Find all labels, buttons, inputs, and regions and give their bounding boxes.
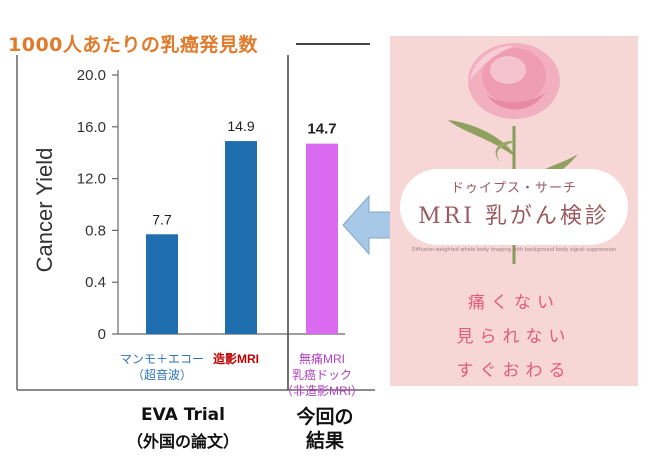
x-tick-label: （非造影MRI） <box>281 384 363 398</box>
poster-subtitle: ドゥイプス・サーチ <box>450 181 577 196</box>
poster-image: ドゥイプス・サーチ MRI 乳がん検診 Diffusion-weighted w… <box>390 36 638 386</box>
group-label-eva: EVA Trial （外国の論文） <box>118 405 248 452</box>
poster-tagline-3: すぐおわる <box>456 361 572 381</box>
chart-title: 1000人あたりの乳癌発見数 <box>8 34 258 56</box>
eva-line1: EVA Trial <box>141 405 225 425</box>
poster-tagline-1: 痛くない <box>468 293 560 313</box>
y-tick-label: 16.0 <box>77 119 106 136</box>
bar <box>306 143 338 334</box>
poster-tagline-2: 見られない <box>456 327 572 347</box>
x-tick-label: 造影MRI <box>213 351 259 366</box>
bar-value-label: 14.9 <box>227 118 254 134</box>
x-tick-label: 無痛MRI <box>299 351 345 366</box>
bar-value-label: 7.7 <box>152 211 172 227</box>
bar <box>146 234 178 334</box>
y-tick-label: 20.0 <box>77 67 106 84</box>
poster-main-title: MRI 乳がん検診 <box>418 204 610 229</box>
bar-value-label: 14.7 <box>307 121 336 138</box>
x-tick-label: 乳癌ドック <box>292 367 352 382</box>
y-tick-label: 0.4 <box>85 274 106 291</box>
poster-title-badge: ドゥイプス・サーチ MRI 乳がん検診 <box>400 169 628 245</box>
poster-caption: Diffusion-weighted whole body imaging wi… <box>411 247 617 253</box>
bar <box>225 141 257 334</box>
arrow-icon <box>342 194 395 256</box>
title-rule <box>296 43 370 45</box>
x-tick-label: （超音波） <box>132 367 192 382</box>
y-tick-label: 12.0 <box>77 171 106 188</box>
eva-line2: （外国の論文） <box>126 432 239 451</box>
y-axis-label: Cancer Yield <box>32 148 57 273</box>
x-tick-label: マンモ＋エコー <box>120 352 204 366</box>
y-tick-label: 0.8 <box>85 222 106 239</box>
current-line1: 今回の <box>296 406 354 428</box>
current-line2: 結果 <box>305 430 344 452</box>
bar-chart: Cancer Yield 20.0 16.0 12.0 0.8 0.4 0 7.7 14.9… <box>16 55 395 398</box>
group-label-current: 今回の 結果 <box>290 405 360 453</box>
y-tick-label: 0 <box>98 326 106 343</box>
